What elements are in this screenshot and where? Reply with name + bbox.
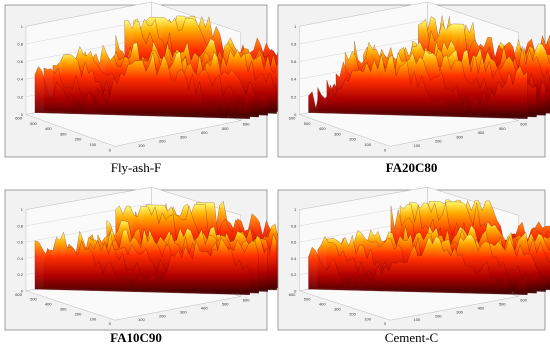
z-tick-label: 0.8 [17,41,23,46]
y-tick-label: 400 [478,130,485,135]
y-tick-label: 200 [159,139,166,144]
x-tick-label: 500 [30,297,37,302]
z-tick-label: 0.8 [17,223,23,228]
x-tick-label: 500 [304,121,311,126]
x-tick-label: 500 [30,121,37,126]
grid-line [299,187,428,210]
x-tick-label: 500 [304,297,311,302]
y-tick-label: 300 [180,309,187,314]
caption: Cement-C [385,330,438,345]
y-tick-label: 200 [435,313,442,318]
z-tick-label: 1 [294,24,297,29]
caption: Fly-ash-F [111,160,162,175]
surface-strip [34,231,250,295]
y-tick-label: 100 [414,143,421,148]
z-tick-label: 0 [294,112,297,117]
z-tick-label: 0 [294,288,297,293]
x-tick-label: 300 [334,131,341,136]
z-tick-label: 0.6 [17,240,23,245]
y-tick-label: 600 [243,297,250,302]
z-tick-label: 0 [21,112,24,117]
grid-line [299,37,428,62]
z-tick-label: 0.2 [17,272,23,277]
y-tick-label: 500 [222,301,229,306]
x-tick-label: 600 [289,115,296,120]
x-tick-label: 600 [15,115,22,120]
z-tick-label: 0.8 [291,223,297,228]
z-tick-label: 0.6 [291,240,297,245]
y-tick-label: 600 [520,297,527,302]
x-tick-label: 300 [334,307,341,312]
z-tick-label: 0.6 [291,59,297,64]
z-tick-label: 0.4 [291,77,297,82]
z-tick-label: 1 [21,207,24,212]
x-tick-label: 100 [364,142,371,147]
x-tick-label: 300 [60,307,67,312]
x-tick-label: 600 [15,292,22,297]
grid-line [25,1,152,27]
z-tick-label: 0.8 [291,41,297,46]
x-tick-label: 200 [75,137,82,142]
y-tick-label: 600 [243,122,250,127]
surface-strip [308,235,528,295]
z-tick-label: 0.4 [17,256,23,261]
caption: FA10C90 [110,330,162,345]
x-tick-label: 200 [349,137,356,142]
z-tick-label: 0.6 [17,59,23,64]
y-tick-label: 400 [201,130,208,135]
x-tick-label: 100 [90,316,97,321]
x-tick-label: 100 [90,142,97,147]
grid-line [299,19,428,45]
z-tick-label: 0.4 [291,256,297,261]
y-tick-label: 100 [138,317,145,322]
y-tick-label: 500 [222,126,229,131]
grid-line [25,203,152,227]
z-tick-label: 0.2 [17,94,23,99]
grid-line [299,1,428,27]
x-tick-label: 0 [384,147,387,152]
caption: FA20C80 [386,160,438,175]
x-tick-label: 400 [45,126,52,131]
x-tick-label: 600 [289,292,296,297]
z-tick-label: 0.2 [291,94,297,99]
y-tick-label: 400 [201,305,208,310]
panel: Surface Plot00.20.40.60.8160050040030020… [4,1,367,158]
x-tick-label: 0 [109,147,112,152]
y-tick-label: 300 [456,309,463,314]
z-tick-label: 1 [21,24,24,29]
z-tick-label: 0.2 [291,272,297,277]
x-tick-label: 100 [364,316,371,321]
y-tick-label: 500 [499,301,506,306]
y-tick-label: 300 [180,134,187,139]
x-tick-label: 300 [60,131,67,136]
grid-line [25,19,152,45]
x-tick-label: 400 [45,302,52,307]
x-tick-label: 400 [319,126,326,131]
y-tick-label: 400 [478,305,485,310]
x-tick-label: 200 [349,311,356,316]
z-tick-label: 0 [21,288,24,293]
x-tick-label: 400 [319,302,326,307]
panel: Surface Plot00.20.40.60.8160050040030020… [277,186,550,331]
surface-strip [34,52,250,119]
x-tick-label: 0 [384,321,387,326]
z-tick-label: 1 [294,207,297,212]
y-tick-label: 600 [520,122,527,127]
y-tick-label: 100 [138,143,145,148]
x-tick-label: 200 [75,311,82,316]
x-tick-label: 0 [109,321,112,326]
panel: Surface Plot00.20.40.60.8160050040030020… [277,1,550,158]
y-tick-label: 200 [159,313,166,318]
y-tick-label: 300 [456,134,463,139]
grid-line [25,187,152,210]
y-tick-label: 200 [435,139,442,144]
y-tick-label: 500 [499,126,506,131]
surface-strip [308,54,528,119]
z-tick-label: 0.4 [17,77,23,82]
y-tick-label: 100 [414,317,421,322]
